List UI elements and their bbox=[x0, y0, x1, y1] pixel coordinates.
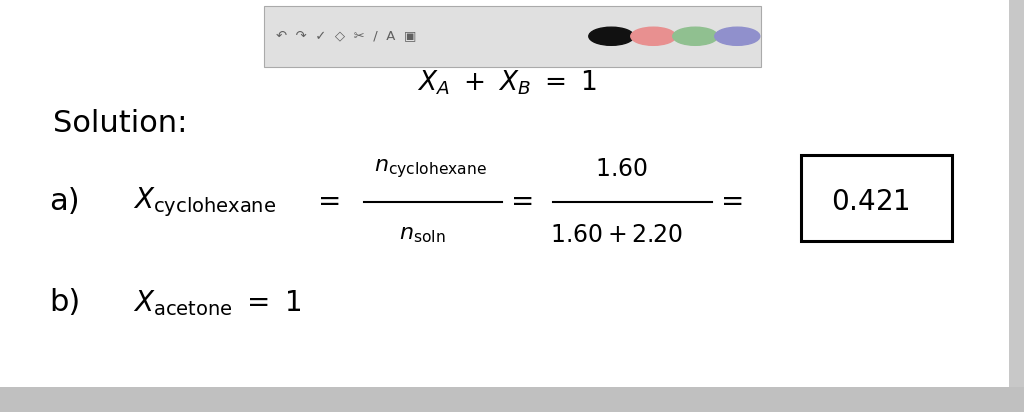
Text: $\mathit{n}_{\rm cyclohexane}$: $\mathit{n}_{\rm cyclohexane}$ bbox=[374, 157, 486, 180]
Circle shape bbox=[673, 27, 718, 45]
Text: =: = bbox=[511, 188, 534, 216]
Text: Solution:: Solution: bbox=[53, 109, 187, 138]
Text: $1.60 + 2.20$: $1.60 + 2.20$ bbox=[550, 223, 683, 247]
Text: =: = bbox=[318, 188, 341, 216]
Bar bbox=[1009, 0, 1024, 412]
Circle shape bbox=[715, 27, 760, 45]
Circle shape bbox=[589, 27, 634, 45]
Text: b): b) bbox=[49, 288, 81, 317]
Text: $0.421$: $0.421$ bbox=[831, 188, 909, 216]
Bar bbox=[264, 6, 761, 67]
Bar bbox=[801, 154, 952, 241]
Text: a): a) bbox=[49, 187, 80, 216]
Text: $\mathit{X}_{\rm cyclohexane}$: $\mathit{X}_{\rm cyclohexane}$ bbox=[133, 185, 276, 219]
Circle shape bbox=[631, 27, 676, 45]
Text: $1.60$: $1.60$ bbox=[595, 157, 648, 181]
Bar bbox=[0, 387, 1024, 412]
Text: =: = bbox=[722, 188, 744, 216]
Text: $\mathit{X}_{\rm acetone}\ =\ 1$: $\mathit{X}_{\rm acetone}\ =\ 1$ bbox=[133, 288, 301, 318]
Text: ↶  ↷  ✓  ◇  ✂  /  A  ▣: ↶ ↷ ✓ ◇ ✂ / A ▣ bbox=[276, 29, 417, 42]
Text: $\mathit{X}_A\ +\ \mathit{X}_B\ =\ 1$: $\mathit{X}_A\ +\ \mathit{X}_B\ =\ 1$ bbox=[417, 69, 597, 98]
Text: $\mathit{n}_{\rm soln}$: $\mathit{n}_{\rm soln}$ bbox=[398, 225, 445, 245]
